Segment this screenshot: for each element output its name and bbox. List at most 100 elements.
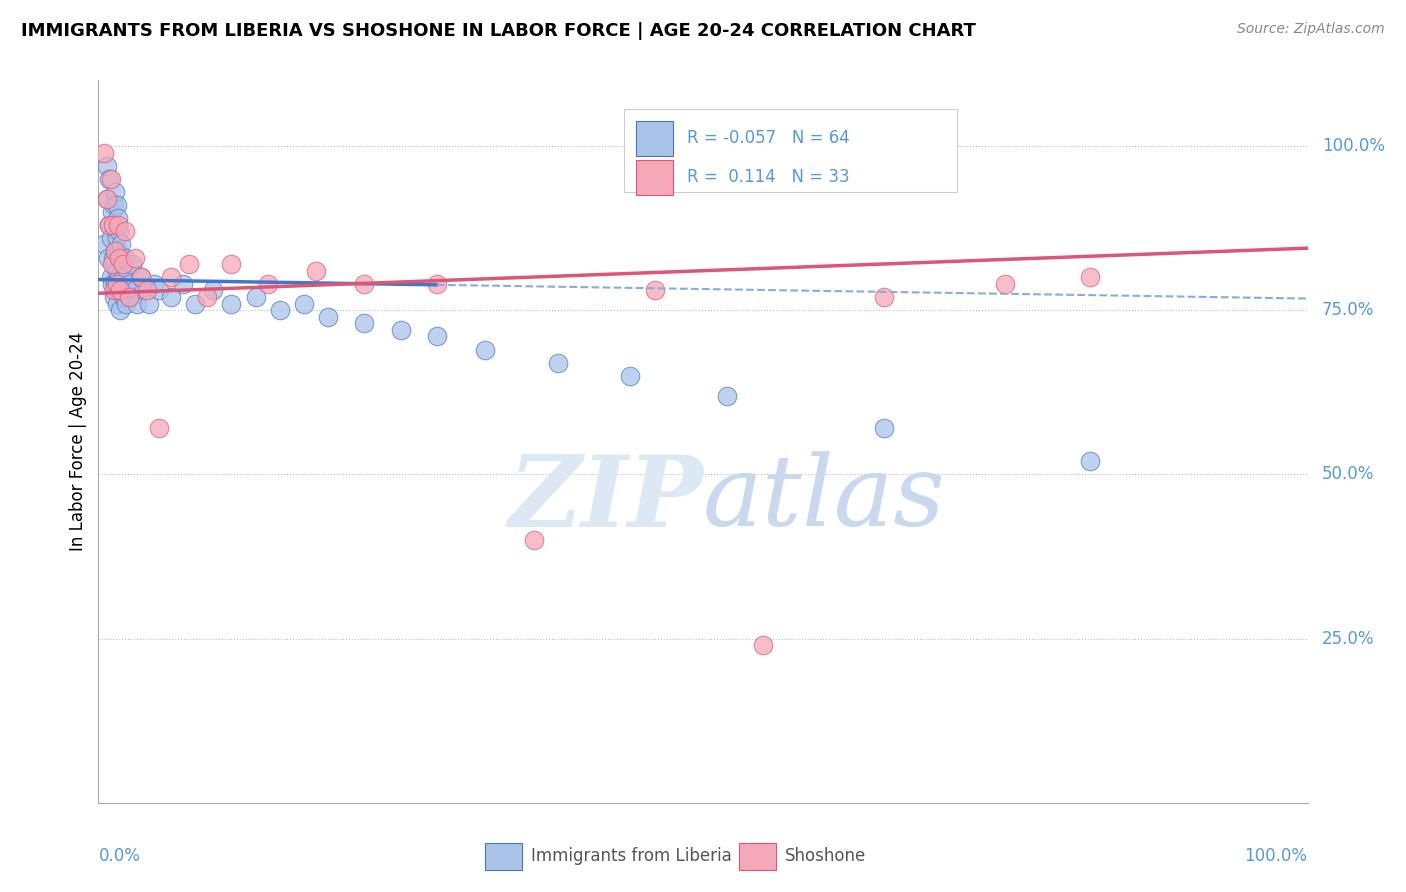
Point	[100, 204, 122, 219]
Point	[103, 257, 125, 271]
Point	[104, 244, 127, 258]
Point	[111, 270, 134, 285]
Point	[117, 264, 139, 278]
Point	[103, 198, 125, 212]
Point	[121, 257, 143, 271]
Point	[105, 198, 128, 212]
Text: R =  0.114   N = 33: R = 0.114 N = 33	[688, 169, 849, 186]
Point	[103, 284, 125, 298]
Point	[160, 290, 183, 304]
Point	[100, 277, 122, 291]
Point	[195, 290, 218, 304]
Point	[114, 224, 136, 238]
Point	[292, 296, 315, 310]
Text: ZIP: ZIP	[508, 451, 703, 548]
Bar	[624, 109, 957, 193]
Text: 100.0%: 100.0%	[1244, 847, 1308, 865]
Point	[105, 296, 128, 310]
Text: 0.0%: 0.0%	[98, 847, 141, 865]
Point	[1078, 270, 1101, 285]
Point	[994, 277, 1017, 291]
Point	[619, 368, 641, 383]
Text: Source: ZipAtlas.com: Source: ZipAtlas.com	[1237, 22, 1385, 37]
Point	[100, 257, 122, 271]
Point	[101, 251, 124, 265]
Y-axis label: In Labor Force | Age 20-24: In Labor Force | Age 20-24	[69, 332, 87, 551]
Point	[108, 303, 131, 318]
Point	[316, 310, 339, 324]
Bar	[740, 843, 776, 870]
Point	[134, 284, 156, 298]
Point	[100, 171, 122, 186]
Point	[108, 284, 131, 298]
Point	[256, 277, 278, 291]
Point	[93, 237, 115, 252]
Point	[547, 356, 569, 370]
Text: 25.0%: 25.0%	[1322, 630, 1375, 648]
Point	[129, 270, 152, 285]
Point	[138, 296, 160, 310]
Point	[523, 533, 546, 547]
Point	[107, 244, 129, 258]
Text: Immigrants from Liberia: Immigrants from Liberia	[531, 847, 733, 865]
Point	[124, 251, 146, 265]
Bar	[485, 843, 522, 870]
Point	[172, 277, 194, 291]
Point	[129, 270, 152, 285]
Point	[143, 277, 166, 291]
Point	[148, 284, 170, 298]
Point	[202, 284, 225, 298]
Point	[104, 185, 127, 199]
Text: Shoshone: Shoshone	[785, 847, 866, 865]
Point	[108, 224, 131, 238]
Point	[221, 257, 243, 271]
Point	[179, 257, 201, 271]
Point	[221, 296, 243, 310]
Point	[98, 218, 121, 232]
Point	[118, 290, 141, 304]
Point	[107, 211, 129, 226]
Point	[101, 218, 124, 232]
Point	[110, 237, 132, 252]
Point	[148, 421, 170, 435]
Point	[752, 638, 775, 652]
Point	[124, 284, 146, 298]
Point	[103, 290, 125, 304]
Point	[105, 277, 128, 291]
Text: 100.0%: 100.0%	[1322, 137, 1385, 155]
Point	[160, 270, 183, 285]
Point	[118, 290, 141, 304]
Text: IMMIGRANTS FROM LIBERIA VS SHOSHONE IN LABOR FORCE | AGE 20-24 CORRELATION CHART: IMMIGRANTS FROM LIBERIA VS SHOSHONE IN L…	[21, 22, 976, 40]
Bar	[637, 121, 672, 155]
Point	[1078, 454, 1101, 468]
Point	[111, 257, 134, 271]
Point	[105, 264, 128, 278]
Point	[245, 290, 267, 304]
Point	[108, 251, 131, 265]
Point	[135, 284, 157, 298]
Point	[104, 244, 127, 258]
Point	[184, 296, 207, 310]
Point	[873, 290, 896, 304]
Point	[474, 343, 496, 357]
Point	[96, 192, 118, 206]
Point	[101, 218, 124, 232]
Point	[426, 329, 449, 343]
Point	[96, 192, 118, 206]
Point	[873, 421, 896, 435]
Point	[107, 218, 129, 232]
Point	[97, 251, 120, 265]
Point	[353, 316, 375, 330]
Point	[104, 277, 127, 291]
Point	[118, 277, 141, 291]
Point	[114, 251, 136, 265]
Point	[716, 388, 738, 402]
Text: 75.0%: 75.0%	[1322, 301, 1375, 319]
Text: R = -0.057   N = 64: R = -0.057 N = 64	[688, 129, 851, 147]
Point	[98, 171, 121, 186]
Point	[112, 290, 135, 304]
Bar	[637, 160, 672, 194]
Point	[426, 277, 449, 291]
Point	[107, 284, 129, 298]
Point	[98, 218, 121, 232]
